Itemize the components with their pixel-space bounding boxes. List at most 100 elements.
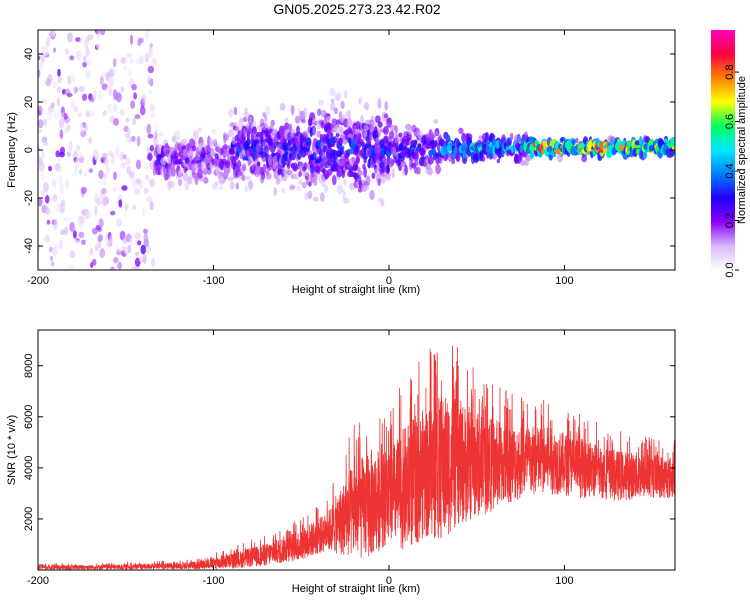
spectrogram-cell (192, 145, 197, 152)
spectrogram-cell (173, 149, 178, 159)
spectrogram-cell (102, 110, 107, 116)
spectrogram-cell (147, 133, 154, 139)
spectrogram-cell (124, 202, 128, 211)
spectrogram-cell (110, 210, 116, 216)
spectrogram-cell (358, 99, 362, 105)
spectrogram-cell (339, 126, 344, 134)
spectrogram-cell (430, 149, 437, 154)
spectrogram-cell (303, 146, 309, 152)
spectrogram-cell (265, 131, 269, 136)
spectrogram-cell (427, 155, 434, 165)
spectrogram-cell (223, 133, 230, 141)
spectrogram-cell (455, 139, 461, 150)
spectrogram-cell (149, 178, 155, 188)
snr-x-tick-label: 100 (555, 575, 573, 587)
spectrogram-cell (228, 108, 234, 118)
spectrogram-cell (362, 163, 366, 170)
spectrogram-cell (301, 181, 307, 189)
spectrogram-cell (97, 234, 104, 242)
spectrogram-y-tick-label: 40 (23, 48, 35, 60)
spectrogram-cell (276, 164, 282, 170)
spectrogram-cell (388, 157, 394, 168)
spectrogram-cell (51, 246, 59, 257)
spectrogram-cell (347, 109, 352, 120)
spectrogram-cell (57, 158, 61, 163)
spectrogram-cell (143, 187, 149, 195)
spectrogram-cell (122, 65, 127, 71)
spectrogram-cell (322, 145, 327, 153)
spectrogram-cell (85, 46, 90, 57)
spectrogram-cell (447, 144, 452, 152)
spectrogram-cell (184, 151, 189, 159)
spectrogram-cell (341, 170, 345, 179)
spectrogram-cell (97, 227, 102, 232)
spectrogram-cell (227, 176, 234, 182)
spectrogram-cell (93, 90, 97, 100)
spectrogram-cell (53, 47, 57, 53)
spectrogram-cell (90, 111, 96, 117)
spectrogram-cell (39, 171, 46, 181)
spectrogram-cell (461, 132, 466, 143)
spectrogram-cell (132, 179, 137, 189)
spectrogram-cell (343, 89, 348, 99)
spectrogram-cell (335, 123, 341, 135)
spectrogram-cell (45, 207, 51, 216)
spectrogram-cell (360, 141, 366, 147)
spectrogram-cell (217, 168, 222, 180)
spectrogram-cell (112, 118, 120, 126)
spectrogram-cell (323, 184, 329, 194)
spectrogram-cell (374, 140, 381, 150)
spectrogram-cell (147, 65, 155, 74)
spectrogram-cell (42, 118, 48, 126)
spectrogram-cell (150, 257, 156, 268)
spectrogram-cell (125, 117, 130, 123)
spectrogram-cell (91, 258, 97, 266)
spectrogram-cell (59, 183, 65, 194)
spectrogram-cell (94, 244, 99, 252)
spectrogram-cell (670, 136, 675, 147)
spectrogram-cell (308, 181, 312, 187)
spectrogram-cell (644, 136, 651, 143)
spectrogram-cell (41, 151, 45, 160)
spectrogram-cell (407, 128, 413, 135)
spectrogram-cell (115, 54, 119, 61)
spectrogram-cell (182, 173, 189, 182)
spectrogram-cell (59, 203, 65, 214)
spectrogram-cell (139, 37, 144, 44)
spectrogram-cell (132, 117, 137, 126)
spectrogram-cell (139, 54, 144, 65)
spectrogram-cell (85, 210, 91, 219)
spectrogram-cell (111, 67, 117, 75)
spectrogram-cell (416, 166, 421, 175)
spectrogram-cell (332, 174, 337, 186)
spectrogram-cell (386, 117, 393, 128)
spectrogram-cell (108, 235, 113, 247)
spectrogram-cell (150, 112, 155, 118)
spectrogram-y-axis-label: Frequency (Hz) (6, 112, 18, 188)
snr-y-tick-label: 6000 (23, 405, 35, 429)
snr-x-ticks: -200 -100 0 100 (27, 330, 574, 587)
spectrogram-cell (259, 146, 264, 151)
spectrogram-cell (149, 104, 155, 113)
spectrogram-cell (281, 187, 286, 194)
spectrogram-cell (132, 205, 137, 210)
spectrogram-cell (330, 98, 335, 103)
spectrogram-y-tick-label: -40 (23, 238, 35, 254)
spectrogram-cell (286, 169, 293, 176)
spectrogram-cell (63, 217, 70, 223)
spectrogram-cell (42, 141, 49, 147)
spectrogram-cell (130, 135, 136, 142)
spectrogram-cell (383, 125, 389, 135)
spectrogram-cell (87, 34, 94, 41)
spectrogram-cell (42, 98, 47, 104)
spectrogram-cell (135, 159, 142, 170)
spectrogram-cell (90, 247, 94, 256)
spectrogram-cell (377, 178, 382, 186)
spectrogram-cell (56, 98, 61, 107)
spectrogram-cell (203, 177, 209, 184)
spectrogram-cell (69, 221, 75, 232)
spectrogram-cell (377, 121, 383, 128)
spectrogram-cell (147, 152, 153, 162)
spectrogram-cell (273, 187, 278, 196)
